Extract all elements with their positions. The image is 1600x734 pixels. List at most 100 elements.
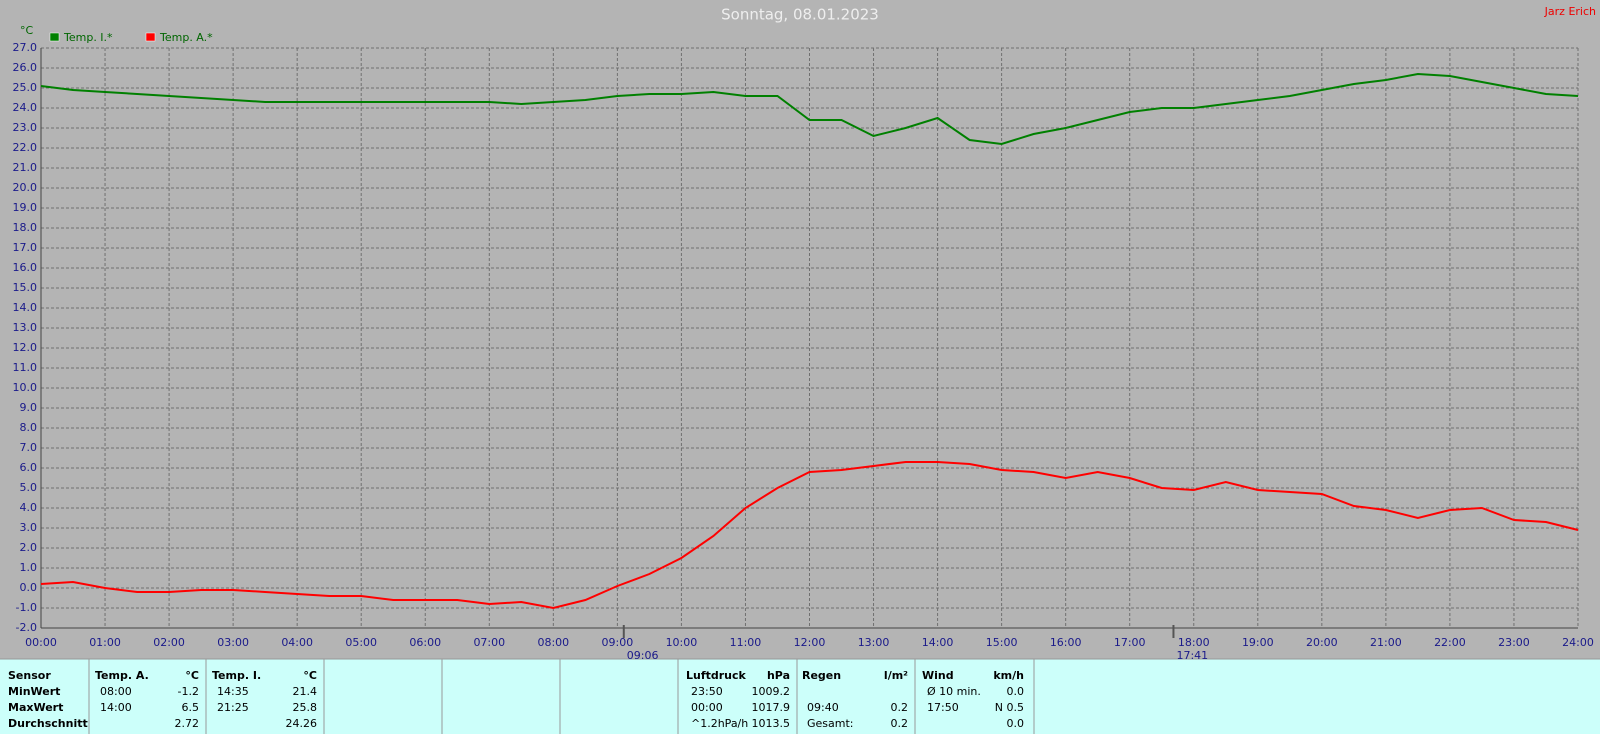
- stats-cell: 1017.9: [752, 701, 791, 714]
- x-tick-label: 14:00: [922, 636, 954, 649]
- x-tick-label: 04:00: [281, 636, 313, 649]
- stats-cell: 21.4: [293, 685, 318, 698]
- y-tick-label: 25.0: [13, 81, 38, 94]
- author: Jarz Erich: [1544, 5, 1596, 18]
- x-tick-label: 15:00: [986, 636, 1018, 649]
- x-tick-label: 19:00: [1242, 636, 1274, 649]
- x-tick-label: 17:00: [1114, 636, 1146, 649]
- series-line: [40, 72, 1579, 146]
- legend-label: Temp. A.*: [159, 31, 213, 44]
- stats-cell: Luftdruck: [686, 669, 747, 682]
- stats-cell: Wind: [922, 669, 954, 682]
- stats-cell: Temp. I.: [212, 669, 261, 682]
- legend-swatch: [145, 32, 156, 42]
- x-tick-label: 03:00: [217, 636, 249, 649]
- x-tick-label: 22:00: [1434, 636, 1466, 649]
- y-tick-label: 9.0: [20, 401, 38, 414]
- y-tick-label: 19.0: [13, 201, 38, 214]
- x-tick-label: 24:00: [1562, 636, 1594, 649]
- stats-cell: 14:35: [217, 685, 249, 698]
- series-line: [40, 461, 1579, 610]
- y-tick-label: 5.0: [20, 481, 38, 494]
- x-tick-label: 11:00: [730, 636, 762, 649]
- stats-cell: Regen: [802, 669, 841, 682]
- stats-cell: Ø 10 min.: [927, 685, 981, 698]
- y-tick-label: 13.0: [13, 321, 38, 334]
- stats-cell: N 0.5: [995, 701, 1024, 714]
- x-tick-label: 16:00: [1050, 636, 1082, 649]
- stats-cell: 0.2: [891, 717, 909, 730]
- y-tick-label: 12.0: [13, 341, 38, 354]
- stats-cell: °C: [303, 669, 317, 682]
- y-tick-label: 20.0: [13, 181, 38, 194]
- x-tick-label: 13:00: [858, 636, 890, 649]
- y-tick-label: -1.0: [16, 601, 37, 614]
- stats-cell: 6.5: [182, 701, 200, 714]
- stats-cell: 1009.2: [752, 685, 791, 698]
- stats-cell: MinWert: [8, 685, 60, 698]
- legend-label: Temp. I.*: [63, 31, 113, 44]
- y-tick-label: 1.0: [20, 561, 38, 574]
- stats-cell: 0.0: [1007, 685, 1025, 698]
- stats-cell: 08:00: [100, 685, 132, 698]
- y-tick-label: 18.0: [13, 221, 38, 234]
- stats-cell: 1013.5: [752, 717, 791, 730]
- sun-marker-label: 09:06: [627, 649, 659, 662]
- x-tick-label: 18:00: [1178, 636, 1210, 649]
- y-tick-label: 23.0: [13, 121, 38, 134]
- stats-cell: Gesamt:: [807, 717, 854, 730]
- y-tick-label: 7.0: [20, 441, 38, 454]
- stats-cell: km/h: [993, 669, 1024, 682]
- stats-cell: Sensor: [8, 669, 51, 682]
- y-tick-label: 16.0: [13, 261, 38, 274]
- stats-cell: 25.8: [293, 701, 318, 714]
- x-tick-label: 23:00: [1498, 636, 1530, 649]
- y-axis-label: °C: [20, 24, 34, 37]
- y-tick-label: 26.0: [13, 61, 38, 74]
- x-tick-label: 08:00: [537, 636, 569, 649]
- stats-panel: [0, 659, 1600, 734]
- y-tick-label: 10.0: [13, 381, 38, 394]
- x-tick-label: 06:00: [409, 636, 441, 649]
- stats-cell: 17:50: [927, 701, 959, 714]
- y-tick-label: 21.0: [13, 161, 38, 174]
- stats-cell: 0.0: [1007, 717, 1025, 730]
- y-tick-label: 27.0: [13, 41, 38, 54]
- legend-swatch: [49, 32, 60, 42]
- stats-cell: 0.2: [891, 701, 909, 714]
- stats-cell: 24.26: [286, 717, 318, 730]
- x-tick-label: 10:00: [666, 636, 698, 649]
- stats-cell: MaxWert: [8, 701, 63, 714]
- stats-cell: 2.72: [175, 717, 200, 730]
- x-tick-label: 07:00: [473, 636, 505, 649]
- y-tick-label: 14.0: [13, 301, 38, 314]
- stats-cell: 09:40: [807, 701, 839, 714]
- y-tick-label: 8.0: [20, 421, 38, 434]
- y-tick-label: 0.0: [20, 581, 38, 594]
- y-tick-label: 6.0: [20, 461, 38, 474]
- stats-cell: 21:25: [217, 701, 249, 714]
- stats-dividers: [0, 658, 1600, 734]
- x-tick-label: 05:00: [345, 636, 377, 649]
- stats-cell: ^1.2hPa/h: [691, 717, 748, 730]
- x-tick-label: 12:00: [794, 636, 826, 649]
- stats-cell: 23:50: [691, 685, 723, 698]
- sun-marker-label: 17:41: [1176, 649, 1208, 662]
- y-tick-label: 3.0: [20, 521, 38, 534]
- y-tick-label: 15.0: [13, 281, 38, 294]
- stats-cell: l/m²: [884, 669, 908, 682]
- stats-cell: -1.2: [178, 685, 199, 698]
- y-tick-label: 2.0: [20, 541, 38, 554]
- stats-cell: 14:00: [100, 701, 132, 714]
- x-tick-label: 02:00: [153, 636, 185, 649]
- stats-cell: Temp. A.: [95, 669, 149, 682]
- stats-cell: Durchschnitt: [8, 717, 88, 730]
- x-tick-label: 00:00: [25, 636, 57, 649]
- x-tick-label: 21:00: [1370, 636, 1402, 649]
- y-tick-label: 22.0: [13, 141, 38, 154]
- chart-title: Sonntag, 08.01.2023: [721, 6, 879, 24]
- y-tick-label: 11.0: [13, 361, 38, 374]
